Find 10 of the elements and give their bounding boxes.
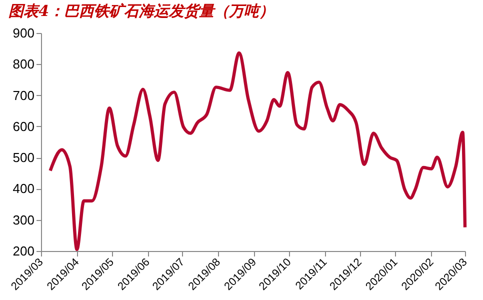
y-tick-label: 700 [12, 88, 34, 103]
chart-title: 图表4：巴西铁矿石海运发货量（万吨） [8, 2, 274, 20]
y-tick-label: 600 [12, 118, 34, 134]
y-tick-label: 300 [12, 212, 34, 228]
y-tick-label: 500 [12, 150, 34, 166]
y-tick-label: 900 [12, 26, 34, 40]
y-tick-label: 400 [12, 181, 34, 196]
y-tick-label: 200 [12, 244, 34, 258]
line-series [48, 51, 467, 252]
y-tick-label: 800 [12, 56, 34, 72]
